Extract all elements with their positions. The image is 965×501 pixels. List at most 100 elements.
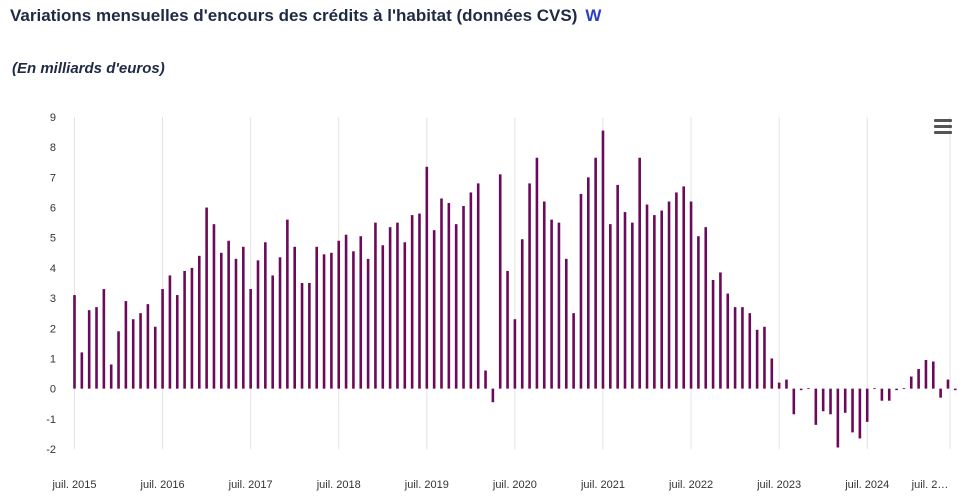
y-tick-label: -1 [46,414,56,426]
x-tick-label: juil. 2024 [844,479,889,491]
x-tick-label: juil. 2015 [51,479,96,491]
x-tick-label: juil. 2016 [140,479,185,491]
bar [102,289,106,389]
bar [909,376,913,389]
bar [667,201,671,389]
bar [895,388,898,391]
bar [432,230,436,389]
bar [535,157,539,389]
bar [623,212,627,389]
bar [212,224,216,389]
bar [638,157,641,389]
bar [161,289,164,389]
hamburger-menu-icon[interactable] [934,119,952,135]
bar [183,270,186,389]
bar [550,219,553,389]
bar [73,295,76,389]
bar [564,258,568,389]
bar [873,388,876,390]
bar [954,388,957,391]
bar [616,184,619,389]
bar [572,313,575,389]
chart-subtitle: (En milliards d'euros) [12,60,165,77]
bar [249,289,252,389]
bar [704,227,708,389]
bar [117,331,120,389]
bar [946,379,950,389]
bar [95,307,98,389]
bar [168,275,172,389]
bar [733,307,737,389]
x-tick-label: juil. 2017 [228,479,273,491]
bar [645,204,649,389]
bar [807,388,810,390]
bar [821,388,825,412]
y-tick-label: 6 [50,203,56,215]
bar [462,206,465,389]
bar [469,192,473,389]
bar [594,157,597,389]
bar [755,329,759,389]
y-tick-label: 4 [50,263,56,275]
bar [843,388,847,413]
bar [653,215,656,389]
external-link-icon[interactable]: W [585,6,602,25]
bar [513,319,517,389]
bar [741,307,744,389]
bar [601,130,605,389]
bar [939,388,942,398]
bar [528,183,531,389]
bar [748,313,752,389]
bar [697,236,700,389]
bar [300,283,304,389]
x-tick-label: juil. 2022 [668,479,713,491]
bar [139,313,142,389]
bar [609,224,612,389]
x-tick-label: juil. 2021 [580,479,625,491]
y-tick-label: 1 [50,353,56,365]
bar [763,326,766,389]
bar [506,270,509,389]
bar [836,388,840,448]
bar [491,388,495,403]
bar [330,252,333,389]
bar [902,388,906,390]
bar [337,240,341,389]
y-tick-label: 3 [50,293,56,305]
bar [542,201,546,389]
bar [308,283,311,389]
bar [799,388,803,391]
bar [175,295,179,389]
bar [880,388,884,401]
bar [719,272,722,389]
bar [366,258,370,389]
x-tick-label: juil. 2018 [316,479,361,491]
x-tick-label: juil. 2019 [404,479,449,491]
bar [264,242,267,389]
x-tick-label: juil. 2023 [756,479,801,491]
bar [359,236,363,389]
y-tick-label: -2 [46,444,56,456]
bar [374,222,377,389]
y-tick-label: 7 [50,172,56,184]
bar [814,388,818,425]
bar [476,183,480,389]
bar [425,166,429,389]
bar [220,252,223,389]
bar [197,255,201,389]
bar [924,359,928,389]
bar [726,293,730,389]
y-tick-label: 9 [50,112,56,124]
bar [205,207,208,389]
bar [851,388,854,433]
bar [785,379,788,389]
y-tick-label: 2 [50,323,56,335]
bar [865,388,869,422]
bar [227,240,230,389]
bar [711,279,715,389]
bar [829,388,832,415]
bar [396,222,399,389]
bar [682,186,686,389]
bar [293,246,296,389]
